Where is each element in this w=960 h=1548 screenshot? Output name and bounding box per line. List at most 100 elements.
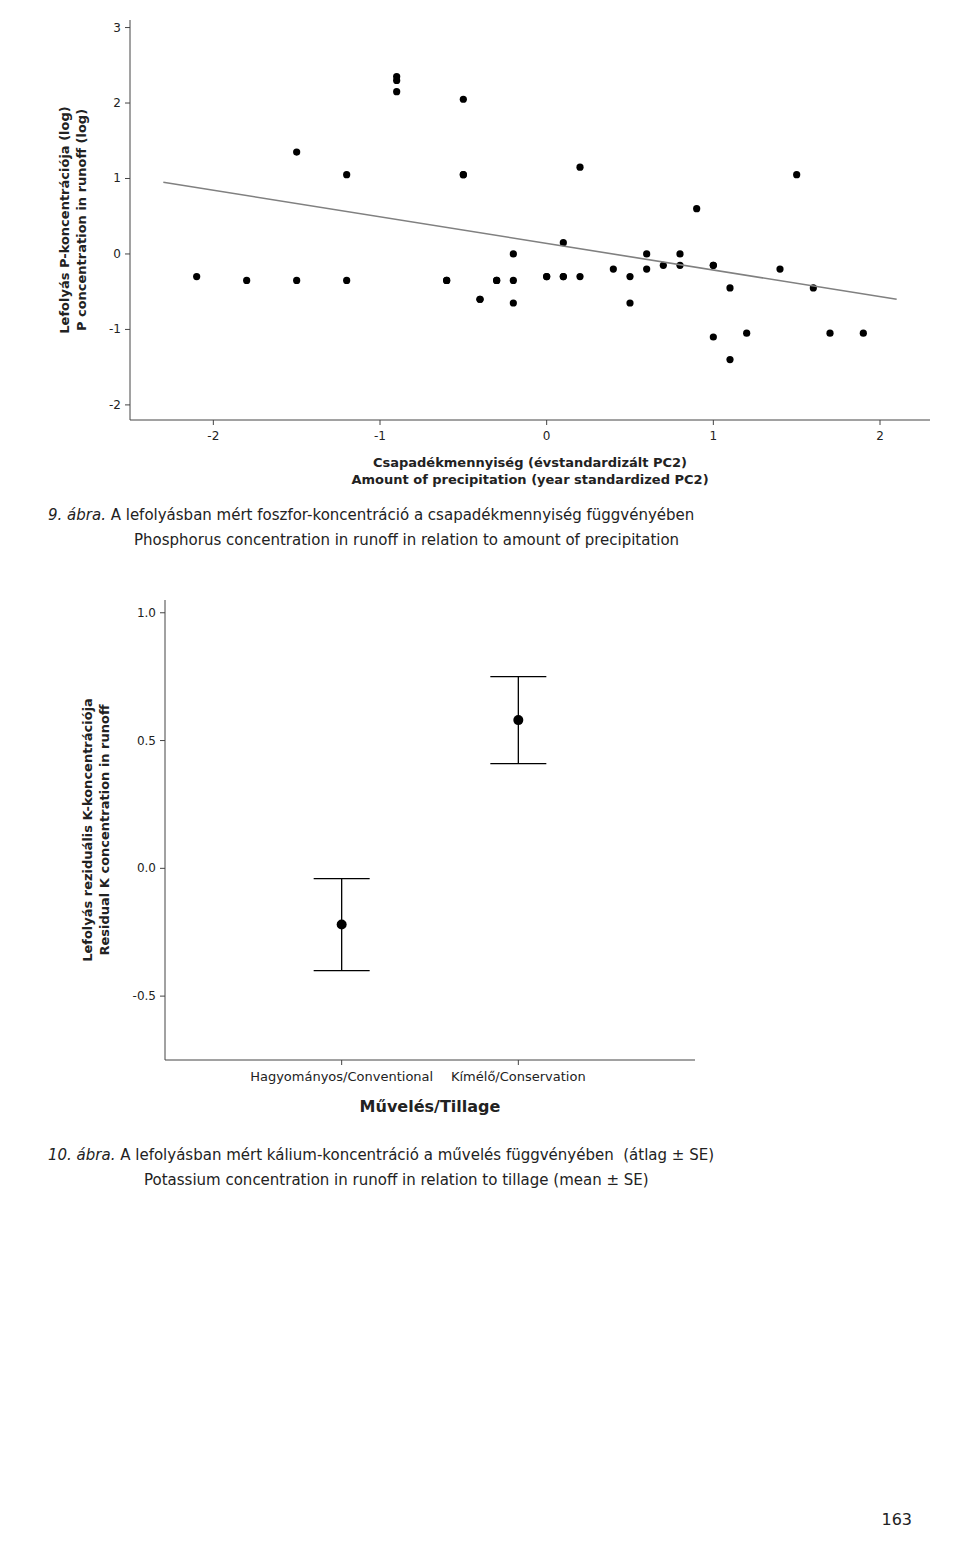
scatter-point bbox=[626, 273, 633, 280]
x-tick bbox=[713, 420, 714, 425]
scatter-point bbox=[743, 330, 750, 337]
scatter-chart: -2 -1 0 1 2 -2 -1 0 1 2 3 Csapadékmennyiség (évstan… bbox=[48, 20, 930, 549]
y-tick bbox=[125, 404, 130, 405]
scatter-point bbox=[710, 333, 717, 340]
scatter-point bbox=[643, 265, 650, 272]
scatter-point bbox=[393, 88, 400, 95]
x-tick-label: Kímélő/Conservation bbox=[451, 1069, 586, 1084]
scatter-point bbox=[693, 205, 700, 212]
error-cap-upper bbox=[490, 676, 546, 677]
caption-english: Potassium concentration in runoff in rel… bbox=[144, 1171, 649, 1189]
x-tick-label: -1 bbox=[374, 429, 386, 443]
y-axis-label-line: Residual K concentration in runoff bbox=[97, 704, 112, 955]
scatter-point bbox=[676, 250, 683, 257]
y-tick bbox=[160, 612, 165, 613]
y-tick-label: 1 bbox=[113, 171, 121, 185]
scatter-point bbox=[343, 277, 350, 284]
y-axis-label-line: Lefolyás P-koncentrációja (log) bbox=[57, 106, 72, 333]
scatter-point bbox=[576, 164, 583, 171]
caption-text: A lefolyásban mért kálium-koncentráció a… bbox=[115, 1146, 714, 1164]
y-tick-label: 0 bbox=[113, 247, 121, 261]
x-axis-line bbox=[165, 1060, 695, 1061]
scatter-point bbox=[493, 277, 500, 284]
y-tick-label: -2 bbox=[109, 398, 121, 412]
errorbar-chart: Hagyományos/Conventional Kímélő/Conservat… bbox=[48, 600, 912, 1529]
y-tick-label: -0.5 bbox=[133, 989, 156, 1003]
y-tick-label: -1 bbox=[109, 322, 121, 336]
x-axis-label: Csapadékmennyiség (évstandardizált PC2) A… bbox=[351, 455, 708, 487]
scatter-point bbox=[193, 273, 200, 280]
y-tick bbox=[125, 103, 130, 104]
scatter-point bbox=[543, 273, 550, 280]
page-number: 163 bbox=[881, 1510, 912, 1529]
x-tick-label: 1 bbox=[710, 429, 718, 443]
caption: 9. ábra. A lefolyásban mért foszfor-konc… bbox=[48, 506, 694, 524]
x-tick bbox=[341, 1060, 342, 1065]
y-tick bbox=[125, 178, 130, 179]
caption-english: Phosphorus concentration in runoff in re… bbox=[134, 531, 679, 549]
scatter-point bbox=[493, 277, 500, 284]
y-axis-label-line: Lefolyás reziduális K-koncentrációja bbox=[80, 698, 95, 962]
trend-line bbox=[163, 182, 896, 299]
x-tick-label: -2 bbox=[207, 429, 219, 443]
y-tick-label: 3 bbox=[113, 21, 121, 35]
scatter-point bbox=[643, 250, 650, 257]
x-tick bbox=[880, 420, 881, 425]
x-axis-line bbox=[130, 420, 930, 421]
y-tick bbox=[160, 868, 165, 869]
mean-point bbox=[337, 920, 347, 930]
x-tick-label: 0 bbox=[543, 429, 551, 443]
scatter-point bbox=[710, 262, 717, 269]
scatter-point bbox=[726, 284, 733, 291]
scatter-point bbox=[343, 171, 350, 178]
caption-number: 10. ábra. bbox=[48, 1146, 115, 1164]
background bbox=[0, 0, 960, 1548]
x-tick bbox=[380, 420, 381, 425]
y-tick bbox=[160, 740, 165, 741]
scatter-point bbox=[610, 265, 617, 272]
plot-area bbox=[163, 73, 896, 363]
scatter-point bbox=[543, 273, 550, 280]
x-tick bbox=[213, 420, 214, 425]
error-cap-upper bbox=[314, 878, 370, 879]
scatter-point bbox=[576, 273, 583, 280]
scatter-point bbox=[793, 171, 800, 178]
x-tick bbox=[518, 1060, 519, 1065]
x-tick bbox=[546, 420, 547, 425]
scatter-point bbox=[826, 330, 833, 337]
x-axis-label-line: Csapadékmennyiség (évstandardizált PC2) bbox=[373, 455, 687, 470]
scatter-point bbox=[510, 277, 517, 284]
x-axis-label: Művelés/Tillage bbox=[360, 1097, 501, 1116]
x-tick-label: 2 bbox=[876, 429, 884, 443]
scatter-point bbox=[293, 148, 300, 155]
x-tick-label: Hagyományos/Conventional bbox=[250, 1069, 433, 1084]
y-axis-line bbox=[130, 20, 131, 420]
y-tick bbox=[125, 253, 130, 254]
caption-text: A lefolyásban mért foszfor-koncentráció … bbox=[106, 506, 694, 524]
scatter-point bbox=[476, 296, 483, 303]
y-axis-line bbox=[165, 600, 166, 1060]
scatter-point bbox=[460, 96, 467, 103]
scatter-point bbox=[560, 273, 567, 280]
scatter-point bbox=[460, 171, 467, 178]
y-tick-label: 0.0 bbox=[137, 861, 156, 875]
y-axis-label-line: P concentration in runoff (log) bbox=[74, 109, 89, 331]
mean-point bbox=[513, 715, 523, 725]
y-tick-label: 0.5 bbox=[137, 734, 156, 748]
y-tick bbox=[160, 996, 165, 997]
y-tick bbox=[125, 27, 130, 28]
x-axis-label-line: Amount of precipitation (year standardiz… bbox=[351, 472, 708, 487]
plot-area bbox=[314, 677, 547, 971]
scatter-point bbox=[776, 265, 783, 272]
y-tick-label: 1.0 bbox=[137, 606, 156, 620]
scatter-point bbox=[443, 277, 450, 284]
page: -2 -1 0 1 2 -2 -1 0 1 2 3 Csapadékmennyiség (évstan… bbox=[0, 0, 960, 1548]
scatter-point bbox=[443, 277, 450, 284]
scatter-point bbox=[243, 277, 250, 284]
y-tick bbox=[125, 329, 130, 330]
scatter-point bbox=[510, 250, 517, 257]
caption: 10. ábra. A lefolyásban mért kálium-konc… bbox=[48, 1146, 714, 1164]
y-tick-label: 2 bbox=[113, 96, 121, 110]
scatter-point bbox=[710, 262, 717, 269]
y-axis-label: Lefolyás P-koncentrációja (log)P concent… bbox=[57, 106, 89, 333]
